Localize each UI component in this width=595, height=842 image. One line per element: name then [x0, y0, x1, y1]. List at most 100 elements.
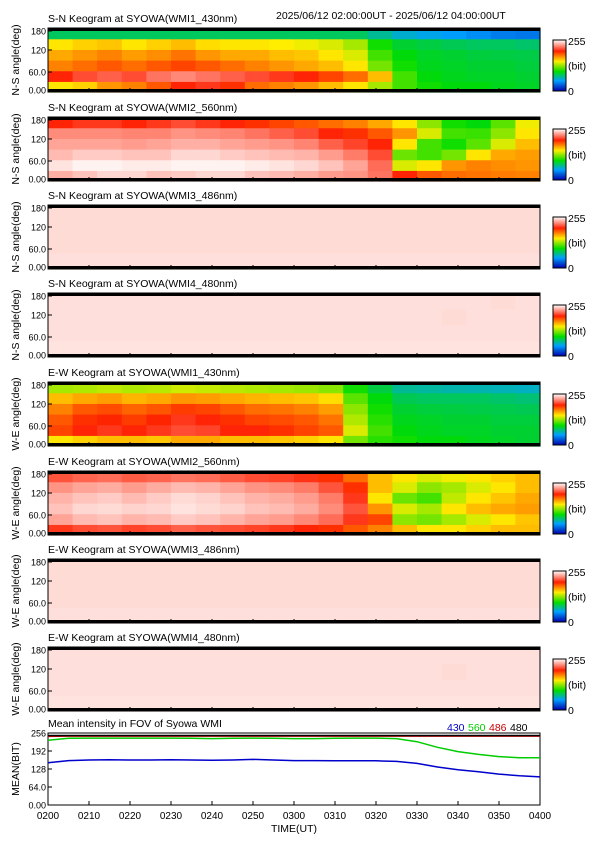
y-tick-label: 0.00 [28, 529, 46, 539]
heatmap-cell [441, 28, 467, 40]
heatmap-cell [441, 663, 467, 680]
heatmap-cell [244, 392, 270, 404]
heatmap-cell [466, 159, 492, 171]
heatmap-cell [244, 403, 270, 415]
heatmap-cell [121, 607, 147, 624]
heatmap-cell [146, 81, 172, 93]
heatmap-cell [244, 70, 270, 82]
x-tick-label: 0220 [119, 811, 142, 822]
heatmap-cell [121, 591, 147, 608]
heatmap-cell [97, 382, 123, 394]
x-tick-label: 0200 [37, 811, 60, 822]
y-axis-label: W-E angle(deg) [10, 554, 22, 627]
heatmap-cell [392, 492, 418, 504]
heatmap-cell [441, 559, 467, 576]
heatmap-cell [97, 28, 123, 40]
heatmap-cell [318, 325, 344, 342]
heatmap-cell [441, 382, 467, 394]
heatmap-cell [343, 309, 369, 326]
heatmap-cell [121, 28, 147, 40]
y-tick-label: 0.00 [28, 263, 46, 273]
y-tick-label: 180 [31, 292, 46, 302]
heatmap-cell [244, 28, 270, 40]
panel-title: E-W Keogram at SYOWA(WMI3_486nm) [48, 544, 240, 556]
heatmap-cell [515, 117, 541, 129]
heatmap-cell [97, 663, 123, 680]
heatmap-cell [367, 159, 393, 171]
heatmap-cell [146, 382, 172, 394]
heatmap-cell [97, 695, 123, 712]
heatmap-cell [417, 679, 443, 696]
heatmap-cell [490, 392, 516, 404]
heatmap-cell [367, 253, 393, 270]
heatmap-cell [466, 237, 492, 254]
heatmap-cell [392, 392, 418, 404]
heatmap-cell [244, 205, 270, 222]
heatmap-cell [294, 513, 320, 525]
heatmap-cell [417, 524, 443, 536]
y-tick-label: 180 [31, 116, 46, 126]
heatmap-cell [318, 237, 344, 254]
heatmap-cell [466, 403, 492, 415]
heatmap-cell [441, 117, 467, 129]
heatmap-cell [72, 403, 98, 415]
heatmap-cell [515, 524, 541, 536]
heatmap-cell [294, 414, 320, 426]
heatmap-cell [244, 481, 270, 493]
heatmap-cell [195, 81, 221, 93]
heatmap-cell [318, 49, 344, 61]
y-tick-label: 180 [31, 27, 46, 37]
heatmap-cell [417, 341, 443, 358]
heatmap-cell [417, 159, 443, 171]
heatmap-cell [392, 49, 418, 61]
heatmap-cell [269, 253, 295, 270]
heatmap-cell [72, 695, 98, 712]
heatmap-cell [244, 524, 270, 536]
heatmap-cell [490, 524, 516, 536]
heatmap-cell [490, 117, 516, 129]
heatmap-cell [294, 392, 320, 404]
x-tick-label: 0300 [283, 811, 306, 822]
heatmap-cell [97, 237, 123, 254]
heatmap-cell [417, 591, 443, 608]
heatmap-cell [244, 221, 270, 238]
heatmap-cell [121, 392, 147, 404]
heatmap-cell [343, 341, 369, 358]
heatmap-cell [294, 524, 320, 536]
heatmap-cell [269, 49, 295, 61]
heatmap-cell [294, 663, 320, 680]
heatmap-cell [294, 575, 320, 592]
heatmap-cell [244, 575, 270, 592]
line-y-tick-label: 192 [31, 747, 46, 757]
panel-title: S-N Keogram at SYOWA(WMI1_430nm) [48, 13, 237, 25]
y-axis-label: N-S angle(deg) [10, 289, 22, 360]
heatmap-cell [146, 138, 172, 150]
heatmap-cell [515, 424, 541, 436]
heatmap-cell [392, 38, 418, 50]
heatmap-cell [97, 392, 123, 404]
heatmap-cell [490, 170, 516, 182]
heatmap-cell [515, 309, 541, 326]
heatmap-cell [367, 679, 393, 696]
heatmap-cell [318, 513, 344, 525]
heatmap-cell [220, 221, 246, 238]
heatmap-cell [269, 663, 295, 680]
heatmap-cell [318, 695, 344, 712]
heatmap-cell [195, 70, 221, 82]
line-y-tick-label: 64.0 [28, 783, 46, 793]
heatmap-cell [195, 138, 221, 150]
heatmap-cell [121, 435, 147, 447]
line-chart-frame [47, 732, 541, 806]
heatmap-cell [417, 663, 443, 680]
heatmap-cell [318, 492, 344, 504]
heatmap-cell [417, 60, 443, 72]
heatmap-cell [367, 647, 393, 664]
y-tick-label: 60.0 [28, 599, 46, 609]
heatmap-cell [343, 127, 369, 139]
colorbar-max-label: 255 [568, 301, 586, 313]
heatmap-cell [417, 293, 443, 310]
heatmap-cell [244, 38, 270, 50]
heatmap-cell [417, 414, 443, 426]
colorbar-max-label: 255 [568, 213, 586, 225]
heatmap-cell [48, 503, 74, 515]
